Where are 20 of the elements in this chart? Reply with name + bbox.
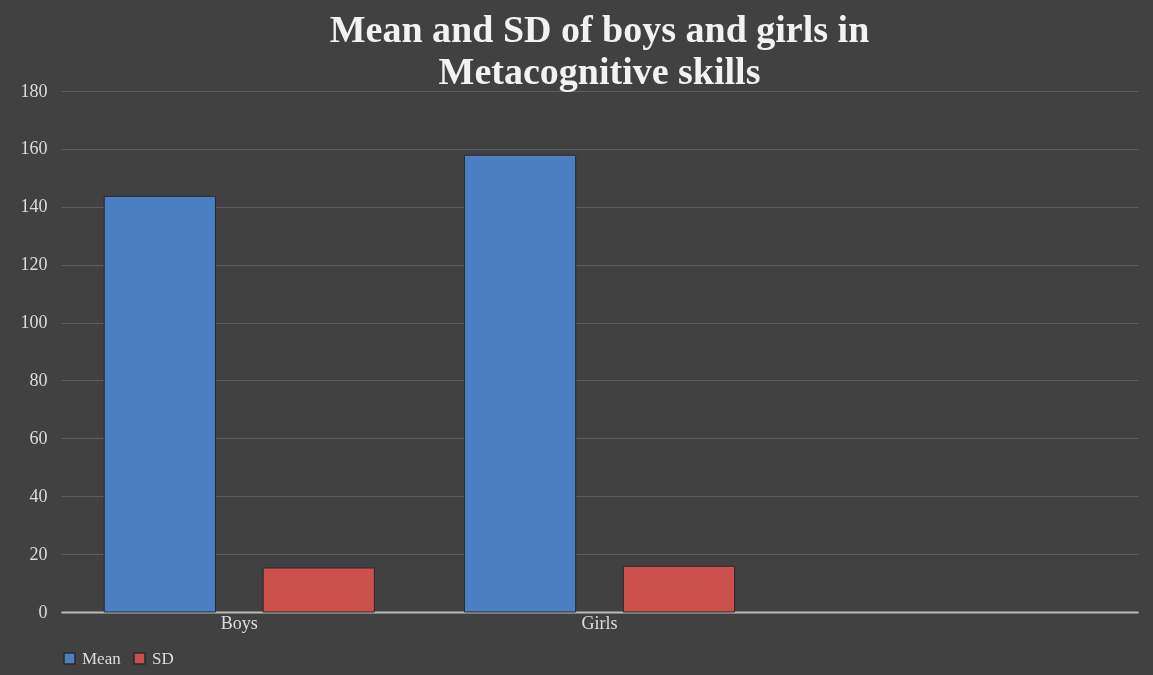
bar [103, 195, 216, 613]
y-tick-label: 80 [29, 369, 48, 390]
y-tick-label: 60 [29, 427, 48, 448]
legend-label: SD [152, 648, 174, 668]
legend-label: Mean [82, 648, 122, 668]
x-tick-label: Boys [220, 612, 258, 633]
y-tick-label: 100 [20, 312, 48, 333]
y-tick-label: 120 [20, 254, 48, 275]
y-tick-label: 140 [20, 196, 48, 217]
text: Metacognitive skills [438, 50, 761, 92]
y-tick-label: 0 [38, 601, 48, 622]
bar [463, 154, 577, 613]
bar [262, 567, 375, 613]
text: Mean and SD of boys and girls in [329, 8, 870, 50]
y-tick-label: 180 [20, 80, 48, 101]
bar [622, 565, 736, 613]
y-tick-label: 20 [29, 543, 48, 564]
y-tick-label: 40 [29, 485, 48, 506]
x-tick-label: Girls [581, 612, 618, 633]
y-tick-label: 160 [20, 138, 48, 159]
